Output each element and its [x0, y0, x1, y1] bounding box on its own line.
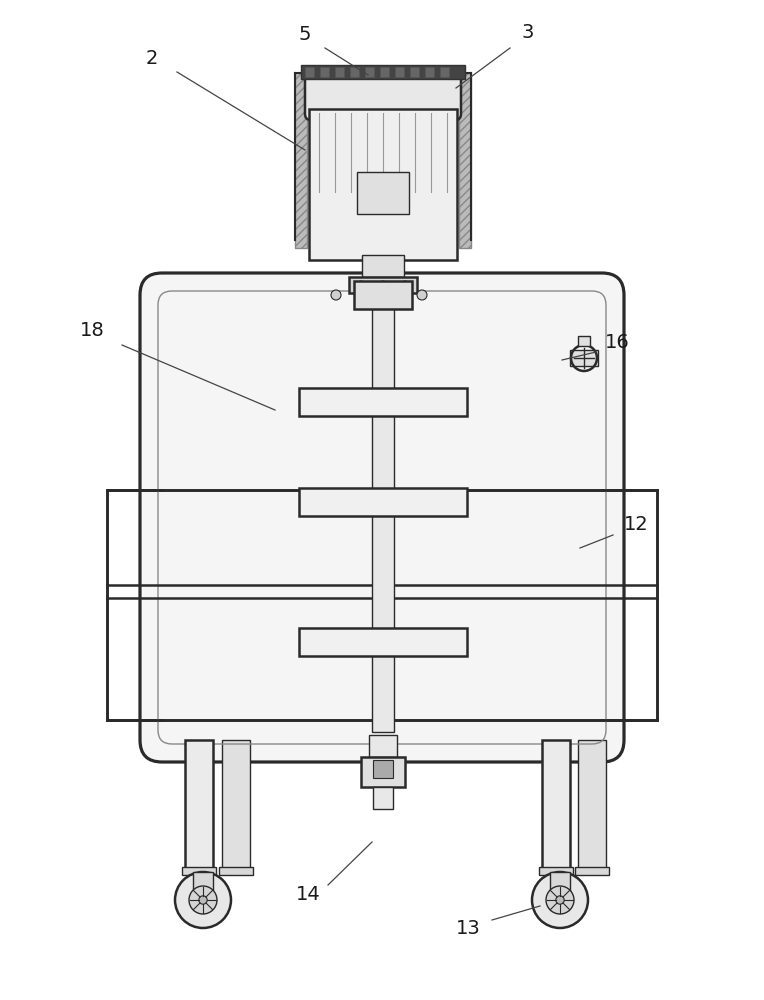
Bar	[440, 67, 449, 77]
Bar	[372, 305, 394, 732]
Circle shape	[546, 886, 574, 914]
Bar	[357, 172, 409, 214]
Text: 16: 16	[604, 332, 630, 352]
Text: 5: 5	[299, 25, 311, 44]
Circle shape	[379, 281, 387, 289]
Bar	[182, 867, 216, 875]
Bar	[570, 350, 598, 366]
Bar	[107, 490, 657, 720]
Bar	[459, 73, 471, 248]
Bar	[369, 735, 397, 757]
Text: 3: 3	[522, 22, 534, 41]
Bar	[380, 67, 389, 77]
Bar	[320, 67, 329, 77]
Text: 14: 14	[296, 886, 320, 904]
Text: 13: 13	[455, 918, 481, 938]
Bar	[299, 488, 467, 516]
Bar	[305, 67, 314, 77]
Bar	[193, 872, 213, 892]
Bar	[578, 336, 590, 346]
Circle shape	[331, 290, 341, 300]
Bar	[361, 757, 405, 787]
Circle shape	[189, 886, 217, 914]
Bar	[410, 67, 419, 77]
Text: 2: 2	[146, 48, 158, 68]
Bar	[542, 740, 570, 870]
Circle shape	[555, 896, 564, 904]
Circle shape	[199, 896, 207, 904]
Bar	[373, 787, 393, 809]
Bar	[395, 67, 404, 77]
Bar	[354, 281, 412, 309]
Bar	[365, 67, 374, 77]
Bar	[350, 67, 359, 77]
Circle shape	[175, 872, 231, 928]
Bar	[309, 109, 457, 260]
Bar	[550, 872, 570, 892]
Text: 12: 12	[623, 516, 649, 534]
Bar	[578, 740, 606, 870]
Circle shape	[417, 290, 427, 300]
Bar	[295, 73, 307, 248]
FancyBboxPatch shape	[140, 273, 624, 762]
Bar	[335, 67, 344, 77]
Bar	[373, 760, 393, 778]
Circle shape	[401, 281, 409, 289]
Text: 18: 18	[79, 320, 105, 340]
Bar	[299, 388, 467, 416]
Bar	[372, 293, 394, 303]
Bar	[539, 867, 573, 875]
Bar	[362, 255, 404, 277]
Bar	[219, 867, 253, 875]
Bar	[575, 867, 609, 875]
FancyBboxPatch shape	[305, 73, 461, 120]
Bar	[185, 740, 213, 870]
Circle shape	[532, 872, 588, 928]
Bar	[349, 277, 417, 293]
Bar	[425, 67, 434, 77]
Circle shape	[357, 281, 365, 289]
Bar	[301, 65, 465, 79]
Bar	[299, 628, 467, 656]
Bar	[222, 740, 250, 870]
